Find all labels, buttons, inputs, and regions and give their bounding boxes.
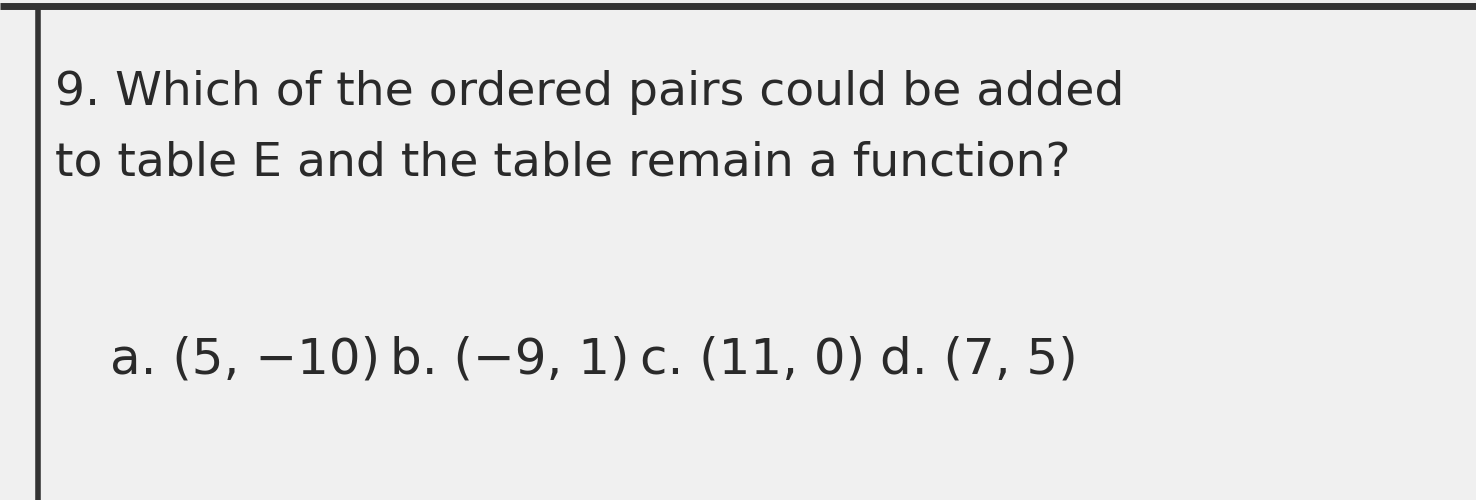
Text: a. (5, −10): a. (5, −10) <box>111 335 381 383</box>
Text: to table E and the table remain a function?: to table E and the table remain a functi… <box>55 140 1070 185</box>
Text: d. (7, 5): d. (7, 5) <box>880 335 1077 383</box>
Text: 9. Which of the ordered pairs could be added: 9. Which of the ordered pairs could be a… <box>55 70 1125 115</box>
Text: b. (−9, 1): b. (−9, 1) <box>390 335 629 383</box>
Text: c. (11, 0): c. (11, 0) <box>641 335 865 383</box>
